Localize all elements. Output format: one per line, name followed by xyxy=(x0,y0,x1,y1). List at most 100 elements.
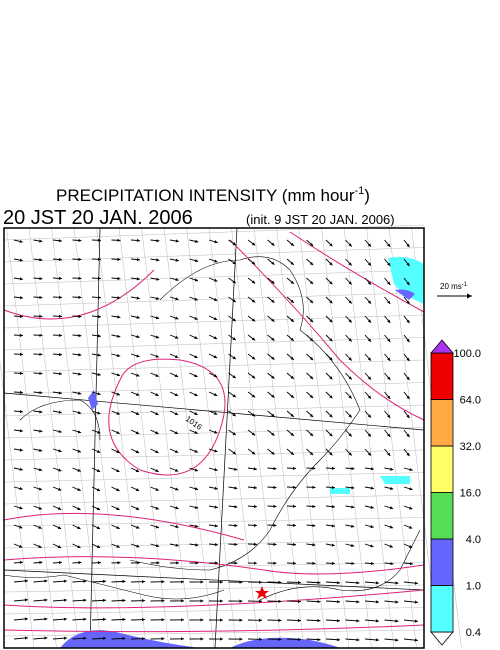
wind-vector-head xyxy=(389,544,393,548)
wind-vector-head xyxy=(214,240,218,244)
wind-vector-head xyxy=(232,318,236,322)
wind-vector-head xyxy=(387,452,391,456)
wind-vector-head xyxy=(290,280,294,284)
wind-vector-head xyxy=(387,281,391,285)
wind-vector-head xyxy=(175,506,179,510)
wind-vector-head xyxy=(155,506,159,510)
wind-vector-head xyxy=(19,429,23,433)
wind-vector-head xyxy=(336,638,340,642)
wind-vector-head xyxy=(309,261,314,266)
wind-vector-head xyxy=(297,580,301,585)
wind-vector-head xyxy=(194,355,198,359)
wind-vector-head xyxy=(194,259,199,263)
wind-vector-head xyxy=(39,314,43,318)
colorbar-label: 16.0 xyxy=(460,488,481,500)
wind-vector-head xyxy=(414,619,418,623)
wind-vector-head xyxy=(194,336,198,339)
wind-vector-head xyxy=(408,525,413,529)
wind-vector-head xyxy=(387,376,391,380)
wind-vector-head xyxy=(271,451,275,455)
wind-vector-head xyxy=(271,280,275,284)
wind-vector-head xyxy=(214,505,218,509)
wind-vector-head xyxy=(39,333,43,337)
wind-vector-head xyxy=(122,617,126,622)
colorbar-segment xyxy=(430,538,454,586)
wind-vector-head xyxy=(336,581,340,585)
wind-vector-head xyxy=(370,544,374,548)
wind-vector-head xyxy=(409,506,413,510)
wind-vector-head xyxy=(271,242,275,246)
wind-vector-head xyxy=(19,409,23,414)
wind-vector-head xyxy=(78,333,82,338)
colorbar-label: 1.0 xyxy=(466,581,481,593)
wind-vector-head xyxy=(117,276,121,281)
wind-vector-head xyxy=(367,414,371,418)
wind-vector-head xyxy=(387,300,391,304)
grid-line xyxy=(276,227,327,649)
wind-vector-head xyxy=(273,561,277,565)
wind-vector-head xyxy=(116,544,120,548)
wind-vector-head xyxy=(58,372,62,376)
station-star xyxy=(255,586,269,599)
wind-vector-head xyxy=(194,430,198,434)
wind-vector-head xyxy=(78,257,82,261)
wind-vector-head xyxy=(251,318,256,322)
wind-vector-head xyxy=(348,376,352,380)
wind-vector-head xyxy=(39,371,43,376)
grid-line xyxy=(3,517,425,527)
wind-vector-head xyxy=(290,432,294,436)
wind-vector-head xyxy=(232,356,236,360)
wind-vector-head xyxy=(395,600,399,604)
wind-vector-head xyxy=(271,261,275,265)
wind-vector-head xyxy=(329,376,333,380)
wind-vector-head xyxy=(312,543,316,547)
wind-vector-head xyxy=(175,543,179,547)
wind-vector-head xyxy=(57,487,62,491)
wind-vector-head xyxy=(39,560,43,565)
wind-vector-head xyxy=(194,239,199,243)
wind-vector-head xyxy=(200,618,204,622)
wind-vector-head xyxy=(367,281,371,285)
wind-vector-head xyxy=(174,335,179,339)
grid-line xyxy=(3,337,425,351)
wind-vector-head xyxy=(38,506,42,510)
wind-vector-head xyxy=(174,431,179,434)
wind-vector-head xyxy=(136,277,140,281)
wind-vector-head xyxy=(232,337,236,341)
wind-vector-head xyxy=(414,638,418,642)
wind-vector-head xyxy=(58,410,62,414)
wind-vector-head xyxy=(409,467,413,472)
wind-vector-head xyxy=(156,277,160,281)
wind-vector-head xyxy=(312,504,316,509)
precip-area xyxy=(380,476,410,484)
wind-vector-head xyxy=(414,600,418,604)
wind-vector-head xyxy=(278,580,282,584)
wind-vector-head xyxy=(19,486,23,491)
wind-vector-head xyxy=(370,525,374,529)
grid-line xyxy=(208,227,260,649)
wind-vector-head xyxy=(290,299,294,303)
wind-vector-head xyxy=(97,315,101,319)
wind-vector-head xyxy=(351,505,355,509)
wind-vector-head xyxy=(116,450,120,453)
grid-line xyxy=(3,472,425,483)
wind-vector-head xyxy=(239,580,243,584)
wind-vector-head xyxy=(406,262,410,267)
wind-vector-head xyxy=(290,242,294,246)
wind-vector-head xyxy=(297,637,301,642)
wind-vector-head xyxy=(232,299,236,303)
wind-vector-head xyxy=(194,487,199,491)
wind-vector-head xyxy=(155,412,159,416)
wind-vector-head xyxy=(19,560,23,565)
colorbar-segment xyxy=(430,492,454,540)
wind-vector-head xyxy=(278,618,282,622)
wind-vector-head xyxy=(367,452,371,456)
wind-vector-head xyxy=(271,318,275,322)
wind-vector-head xyxy=(38,525,42,529)
wind-vector-head xyxy=(309,337,314,342)
wind-vector-head xyxy=(116,392,120,396)
wind-vector-head xyxy=(175,487,179,491)
wind-vector-head xyxy=(406,414,410,419)
init-time: (init. 9 JST 20 JAN. 2006) xyxy=(246,212,395,227)
